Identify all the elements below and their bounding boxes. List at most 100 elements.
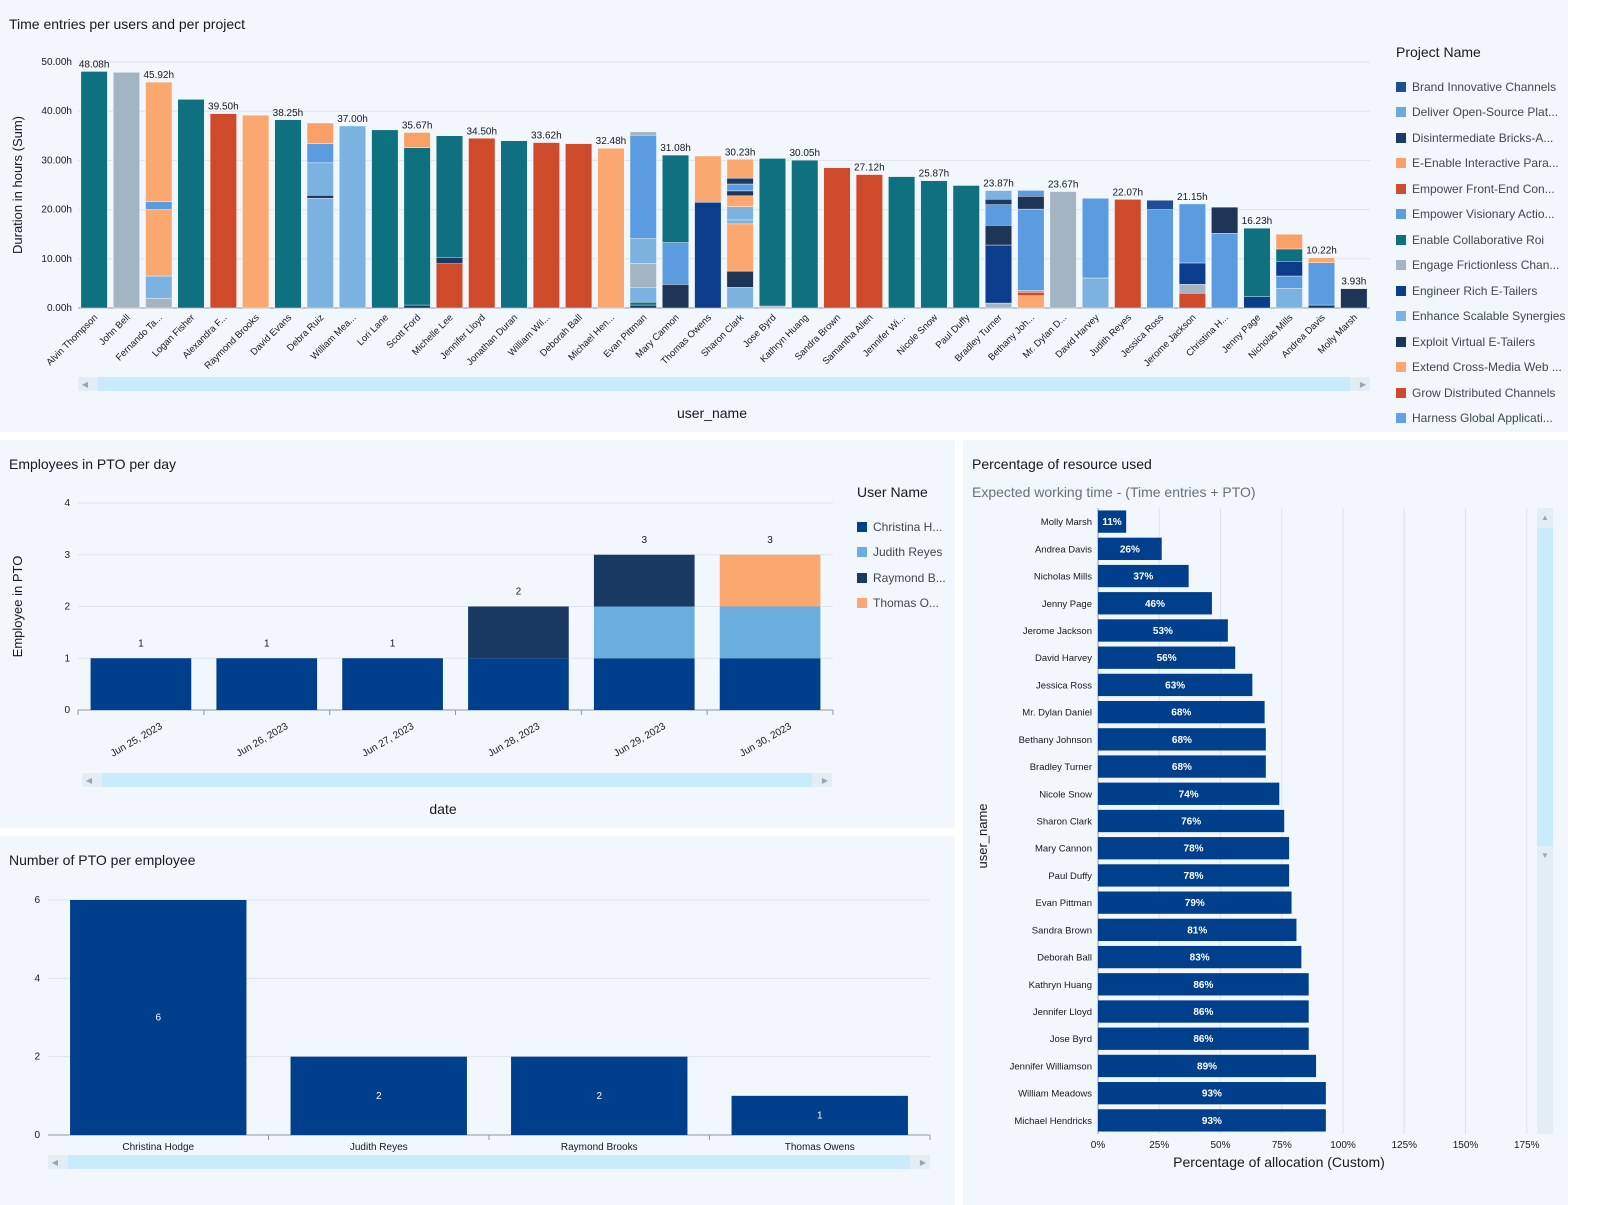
bar-bradley-turner[interactable] bbox=[1098, 755, 1266, 778]
bar-segment[interactable] bbox=[1178, 203, 1206, 264]
bar-judith-reyes[interactable] bbox=[290, 1056, 467, 1135]
bar-sandra-brown[interactable] bbox=[1098, 918, 1297, 942]
legend-item-enhance-scalable-synergies[interactable]: Enhance Scalable Synergies bbox=[1396, 304, 1565, 330]
bar-segment[interactable] bbox=[726, 190, 754, 197]
legend-item-engage-frictionless-chan[interactable]: Engage Frictionless Chan... bbox=[1396, 253, 1564, 279]
bar-segment[interactable] bbox=[145, 275, 173, 299]
bar-segment[interactable] bbox=[759, 305, 786, 309]
bar-segment[interactable] bbox=[1275, 275, 1303, 289]
legend-item-christina-h[interactable]: Christina H... bbox=[857, 514, 952, 540]
bar-segment[interactable] bbox=[726, 159, 754, 179]
time-scrollbar-right-arrow[interactable]: ▶ bbox=[1360, 380, 1367, 389]
bar-michael-hendricks[interactable] bbox=[1098, 1109, 1326, 1132]
bar-segment[interactable] bbox=[1178, 293, 1206, 309]
bar-segment[interactable] bbox=[662, 242, 689, 285]
bar-bethany-johnson[interactable] bbox=[1098, 728, 1266, 751]
bar-segment[interactable] bbox=[629, 287, 657, 303]
bar-jenny-page[interactable] bbox=[1098, 592, 1212, 615]
bar-segment[interactable] bbox=[113, 72, 140, 309]
bar-jerome-jackson[interactable] bbox=[1098, 619, 1228, 642]
bar-segment[interactable] bbox=[1211, 206, 1239, 234]
bar-segment[interactable] bbox=[629, 238, 657, 264]
bar-segment-christina-h[interactable] bbox=[719, 658, 821, 710]
bar-segment[interactable] bbox=[1340, 288, 1368, 309]
bar-segment[interactable] bbox=[306, 143, 334, 164]
bar-segment[interactable] bbox=[532, 142, 560, 309]
legend-item-exploit-virtual-e-tailers[interactable]: Exploit Virtual E-Tailers bbox=[1396, 329, 1564, 355]
bar-jose-byrd[interactable] bbox=[1098, 1027, 1309, 1050]
bar-segment[interactable] bbox=[629, 135, 657, 239]
bar-segment[interactable] bbox=[726, 183, 754, 192]
bar-segment[interactable] bbox=[436, 135, 463, 258]
bar-nicholas-mills[interactable] bbox=[1098, 564, 1189, 588]
bar-segment[interactable] bbox=[629, 263, 657, 288]
bar-segment[interactable] bbox=[985, 225, 1012, 246]
legend-item-engineer-rich-e-tailers[interactable]: Engineer Rich E-Tailers bbox=[1396, 278, 1564, 304]
bar-segment[interactable] bbox=[662, 284, 689, 309]
bar-segment[interactable] bbox=[306, 162, 334, 196]
legend-item-e-enable-interactive-para[interactable]: E-Enable Interactive Para... bbox=[1396, 151, 1564, 177]
bar-segment[interactable] bbox=[500, 140, 528, 309]
bar-segment-christina-h[interactable] bbox=[468, 658, 569, 710]
bar-segment[interactable] bbox=[920, 180, 948, 309]
bar-segment[interactable] bbox=[403, 132, 431, 148]
bar-segment[interactable] bbox=[726, 270, 754, 288]
bar-segment[interactable] bbox=[1275, 233, 1303, 250]
bar-andrea-davis[interactable] bbox=[1098, 537, 1162, 560]
bar-segment[interactable] bbox=[1308, 304, 1335, 309]
bar-kathryn-huang[interactable] bbox=[1098, 973, 1309, 996]
bar-segment[interactable] bbox=[694, 155, 722, 203]
bar-segment[interactable] bbox=[242, 114, 270, 309]
bar-segment[interactable] bbox=[1017, 292, 1045, 296]
bar-segment[interactable] bbox=[823, 167, 851, 309]
bar-segment[interactable] bbox=[274, 119, 302, 309]
bar-christina-hodge[interactable] bbox=[70, 900, 247, 1135]
bar-thomas-owens[interactable] bbox=[731, 1095, 908, 1135]
bar-segment[interactable] bbox=[597, 147, 625, 309]
bar-segment[interactable] bbox=[306, 198, 334, 309]
legend-item-judith-reyes[interactable]: Judith Reyes bbox=[857, 540, 952, 566]
bar-segment[interactable] bbox=[629, 301, 657, 306]
bar-segment[interactable] bbox=[306, 195, 334, 199]
pto-day-scrollbar-right-arrow[interactable]: ▶ bbox=[822, 776, 829, 785]
bar-segment[interactable] bbox=[985, 199, 1012, 205]
bar-segment-judith-reyes[interactable] bbox=[593, 606, 695, 659]
resource-scrollbar-down-arrow[interactable]: ▼ bbox=[1541, 851, 1549, 860]
bar-segment[interactable] bbox=[855, 174, 883, 309]
bar-segment[interactable] bbox=[145, 81, 173, 202]
bar-segment[interactable] bbox=[1017, 190, 1045, 197]
bar-segment[interactable] bbox=[80, 71, 108, 309]
bar-deborah-ball[interactable] bbox=[1098, 945, 1302, 969]
bar-segment-raymond-b[interactable] bbox=[468, 606, 569, 659]
pto-emp-scrollbar-right-arrow[interactable]: ▶ bbox=[920, 1158, 927, 1167]
bar-segment[interactable] bbox=[1017, 290, 1045, 293]
bar-segment[interactable] bbox=[1146, 200, 1174, 210]
bar-nicole-snow[interactable] bbox=[1098, 782, 1280, 805]
bar-segment[interactable] bbox=[1178, 262, 1206, 285]
legend-item-harness-global-applicati[interactable]: Harness Global Applicati... bbox=[1396, 406, 1564, 432]
bar-segment[interactable] bbox=[1275, 261, 1303, 277]
bar-segment[interactable] bbox=[403, 147, 431, 306]
bar-molly-marsh[interactable] bbox=[1098, 510, 1127, 533]
bar-segment[interactable] bbox=[726, 223, 754, 272]
bar-segment[interactable] bbox=[436, 257, 463, 264]
legend-item-thomas-o[interactable]: Thomas O... bbox=[857, 591, 952, 617]
bar-segment[interactable] bbox=[306, 122, 334, 144]
bar-segment[interactable] bbox=[1082, 277, 1109, 309]
legend-item-empower-visionary-actio[interactable]: Empower Visionary Actio... bbox=[1396, 202, 1564, 228]
bar-paul-duffy[interactable] bbox=[1098, 864, 1290, 887]
bar-segment[interactable] bbox=[1017, 208, 1045, 291]
bar-segment[interactable] bbox=[339, 125, 366, 309]
resource-scrollbar-thumb[interactable] bbox=[1537, 528, 1553, 846]
bar-william-meadows[interactable] bbox=[1098, 1082, 1326, 1105]
bar-segment[interactable] bbox=[726, 206, 754, 221]
bar-segment[interactable] bbox=[177, 99, 205, 309]
bar-segment[interactable] bbox=[1308, 257, 1335, 263]
bar-segment[interactable] bbox=[985, 204, 1012, 226]
time-scrollbar-left-arrow[interactable]: ◀ bbox=[82, 380, 89, 389]
bar-segment[interactable] bbox=[1082, 198, 1109, 279]
bar-segment[interactable] bbox=[726, 195, 754, 207]
bar-segment-christina-h[interactable] bbox=[593, 658, 695, 710]
time-scrollbar-thumb[interactable] bbox=[98, 377, 1350, 391]
bar-segment[interactable] bbox=[1017, 196, 1045, 210]
